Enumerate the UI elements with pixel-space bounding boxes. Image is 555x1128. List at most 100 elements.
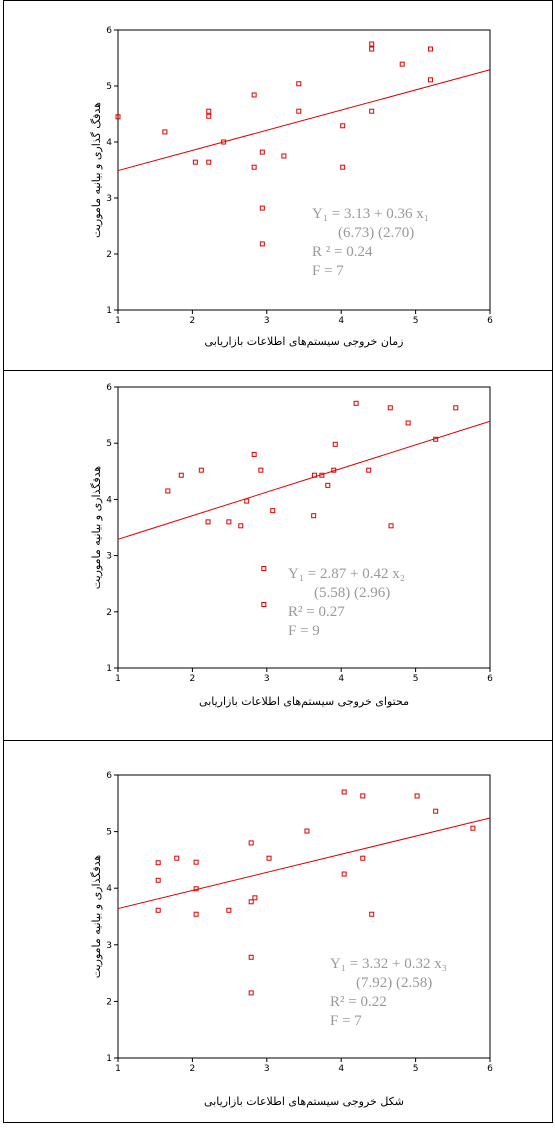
scatter-point <box>194 860 198 864</box>
scatter-point <box>175 856 179 860</box>
annotation: Y₁ = 3.32 + 0.32 x₃ <box>330 956 447 972</box>
scatter-point <box>333 442 337 446</box>
scatter-point <box>252 93 256 97</box>
scatter-point <box>367 468 371 472</box>
y-axis-label: هدفگذاری و بیانیه ماموریت <box>90 855 103 979</box>
scatter-point <box>312 514 316 518</box>
y-tick-label: 2 <box>106 250 112 260</box>
scatter-point <box>471 826 475 830</box>
scatter-point <box>341 165 345 169</box>
scatter-point <box>207 160 211 164</box>
x-tick-label: 3 <box>264 316 270 326</box>
figure: 1 2 3 4 5 6 1 2 3 4 5 6 زمان خروجی سیستم‌های اطلاعات… <box>0 0 555 1124</box>
x-tick-label: 3 <box>264 1064 270 1074</box>
y-axis-label: هدفگ گذاری و بیانیه ماموریت <box>90 102 103 238</box>
x-tick-label: 4 <box>338 1064 344 1074</box>
y-tick-label: 4 <box>106 138 112 148</box>
scatter-point <box>259 468 263 472</box>
x-tick-label: 1 <box>115 316 121 326</box>
x-tick-label: 2 <box>190 1064 196 1074</box>
scatter-point <box>267 856 271 860</box>
scatter-point <box>297 82 301 86</box>
y-tick-label: 3 <box>106 941 112 951</box>
x-tick-label: 5 <box>413 1064 419 1074</box>
scatter-point <box>271 509 275 513</box>
y-tick-label: 4 <box>106 495 112 505</box>
scatter-point <box>260 206 264 210</box>
scatter-point <box>206 520 210 524</box>
scatter-point <box>207 114 211 118</box>
scatter-point <box>156 878 160 882</box>
y-tick-label: 2 <box>106 608 112 618</box>
x-axis-label: شکل خروجی سیستم‌های اطلاعات بازاریابی <box>204 1095 404 1108</box>
annotation: (7.92) (2.58) <box>356 975 432 991</box>
annotation: R² = 0.27 <box>288 604 345 620</box>
y-tick-label: 4 <box>106 884 112 894</box>
y-tick-label: 6 <box>106 26 112 36</box>
scatter-point <box>207 109 211 113</box>
scatter-point <box>194 912 198 916</box>
annotation: (6.73) (2.70) <box>338 225 414 241</box>
scatter-point <box>454 406 458 410</box>
scatter-point <box>252 452 256 456</box>
scatter-point <box>406 421 410 425</box>
scatter-point <box>163 130 167 134</box>
x-tick-label: 3 <box>264 674 270 684</box>
scatter-point <box>370 109 374 113</box>
scatter-point <box>341 124 345 128</box>
y-tick-label: 6 <box>106 771 112 781</box>
x-axis-label: محتوای خروجی سیستم‌های اطلاعات بازاریابی <box>199 695 409 708</box>
scatter-point <box>249 900 253 904</box>
x-tick-label: 5 <box>413 674 419 684</box>
x-tick-label: 6 <box>487 316 493 326</box>
x-tick-label: 2 <box>190 316 196 326</box>
plot-frame <box>118 30 490 310</box>
scatter-point <box>253 896 257 900</box>
scatter-point <box>428 47 432 51</box>
scatter-point <box>297 109 301 113</box>
scatter-point <box>262 567 266 571</box>
scatter-point <box>260 150 264 154</box>
scatter-point <box>305 829 309 833</box>
scatter-point <box>156 861 160 865</box>
scatter-point <box>262 602 266 606</box>
annotation: F = 7 <box>312 263 344 279</box>
scatter-point <box>354 401 358 405</box>
scatter-point <box>260 242 264 246</box>
y-tick-label: 5 <box>106 828 112 838</box>
scatter-point <box>239 524 243 528</box>
y-tick-label: 6 <box>106 383 112 393</box>
annotation: (5.58) (2.96) <box>314 585 390 601</box>
x-tick-label: 1 <box>115 674 121 684</box>
scatter-point <box>249 991 253 995</box>
scatter-point <box>342 790 346 794</box>
scatter-point <box>389 524 393 528</box>
scatter-point <box>252 165 256 169</box>
scatter-point <box>179 473 183 477</box>
annotation: Y₁ = 3.13 + 0.36 x₁ <box>312 206 429 222</box>
scatter-point <box>156 908 160 912</box>
y-tick-label: 2 <box>106 997 112 1007</box>
scatter-point <box>388 406 392 410</box>
x-axis-label: زمان خروجی سیستم‌های اطلاعات بازاریابی <box>205 335 404 348</box>
scatter-point <box>199 468 203 472</box>
x-tick-label: 4 <box>338 674 344 684</box>
x-tick-label: 2 <box>190 674 196 684</box>
scatter-point <box>342 872 346 876</box>
y-tick-label: 5 <box>106 439 112 449</box>
y-tick-label: 1 <box>106 1054 112 1064</box>
y-axis-label: هدفگذاری و بیانیه ماموریت <box>90 466 103 590</box>
annotation: Y₁ = 2.87 + 0.42 x₂ <box>288 566 405 582</box>
scatter-point <box>434 809 438 813</box>
x-tick-label: 5 <box>413 316 419 326</box>
y-tick-label: 1 <box>106 306 112 316</box>
scatter-point <box>249 955 253 959</box>
annotation: R ² = 0.24 <box>312 244 373 260</box>
x-tick-label: 4 <box>338 316 344 326</box>
x-tick-label: 6 <box>487 1064 493 1074</box>
y-tick-label: 5 <box>106 82 112 92</box>
scatter-point <box>400 62 404 66</box>
scatter-point <box>227 520 231 524</box>
plot-frame <box>118 775 490 1058</box>
trend-line <box>118 70 490 171</box>
